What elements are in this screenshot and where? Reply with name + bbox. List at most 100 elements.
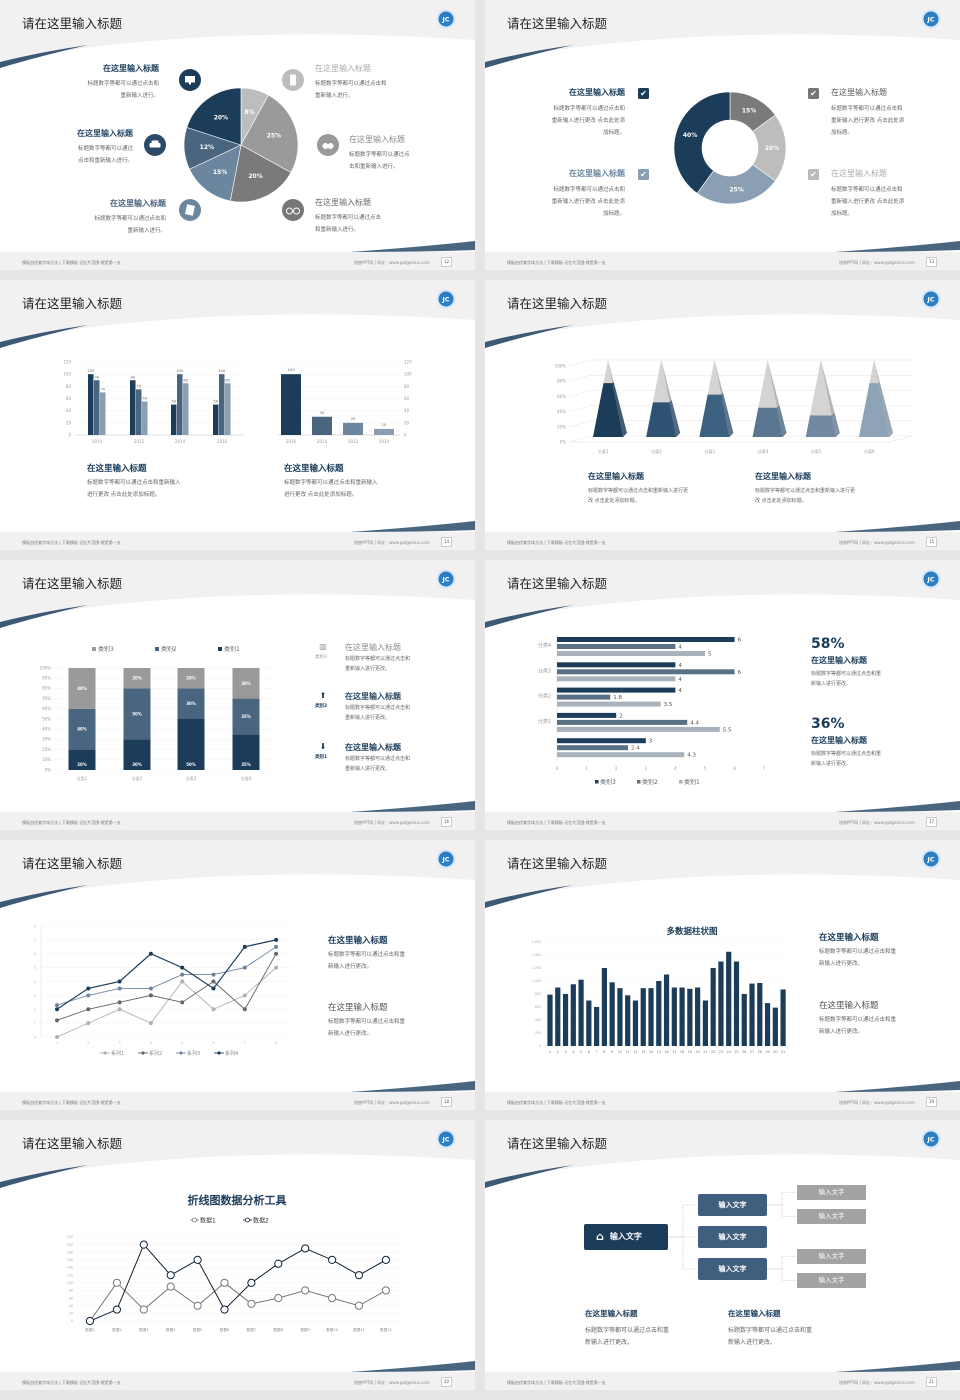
pie-slice-label: 25% bbox=[267, 132, 281, 139]
y-tick-label: 100% bbox=[555, 364, 567, 369]
footer-left: 模板由优美字体方法 | 下载模板-记忆片范围-就是第一支 bbox=[22, 820, 121, 825]
bar-value-label: 70 bbox=[100, 386, 105, 391]
logo-mark: JC bbox=[441, 856, 449, 864]
x-tick-label: 分类1 bbox=[77, 775, 88, 781]
block-body-line: 标题数字等都可以通过点击和重新输入进行更 bbox=[588, 488, 689, 494]
branch-node[interactable]: 输入文字 bbox=[698, 1226, 767, 1248]
slide-canvas: JC 0% 20% 40% 60% 80% 100% 分类1 分类2 分类3 分类4 分类5 分类6 bbox=[485, 289, 960, 532]
block-title: 在这里输入标题 bbox=[831, 88, 887, 97]
page-number: 12 bbox=[441, 257, 452, 267]
x-tick-label: 数据10 bbox=[326, 1327, 338, 1332]
root-node[interactable]: ⌂ 输入文字 bbox=[584, 1224, 668, 1250]
pyramid-bar bbox=[752, 407, 783, 437]
block-body-line: 标题数字等都可以通过点击和重 bbox=[585, 1327, 670, 1334]
x-tick-label: 31 bbox=[781, 1050, 785, 1054]
gridline bbox=[569, 374, 912, 382]
footer-swoosh bbox=[350, 241, 475, 252]
checkbox[interactable]: ✔ bbox=[808, 169, 819, 180]
block-title: 在这里输入标题 bbox=[328, 936, 388, 946]
bar bbox=[557, 669, 735, 675]
x-tick-label: 29 bbox=[765, 1050, 769, 1054]
block-title: 在这里输入标题 bbox=[110, 199, 166, 208]
pyramid-bar-side bbox=[721, 392, 734, 437]
x-tick-label: 13 bbox=[641, 1050, 645, 1054]
bar bbox=[562, 994, 569, 1046]
bar-value-label: 50 bbox=[213, 399, 218, 404]
leaf-node[interactable]: 输入文字 bbox=[797, 1185, 866, 1200]
block-body-line: 标题数字等都可以通过点击和 bbox=[553, 106, 625, 112]
bar-value-label: 4 bbox=[678, 663, 682, 669]
data-point bbox=[242, 1007, 247, 1012]
x-tick-label: 分类2 bbox=[132, 775, 143, 781]
block-body-line: 标题数字等都可以通过点击和重新输入 bbox=[284, 480, 378, 486]
block-body-line: 改 点击此处添加标题。 bbox=[755, 498, 807, 504]
bar bbox=[557, 745, 629, 751]
bar-value-label: 1.8 bbox=[613, 695, 622, 701]
bicycle-icon bbox=[286, 207, 293, 215]
y-tick-label: 100 bbox=[67, 1281, 73, 1285]
legend-label: 类别2 bbox=[642, 778, 658, 786]
block-title: 在这里输入标题 bbox=[328, 1003, 388, 1013]
data-point bbox=[193, 1255, 202, 1265]
block-body-line: 重新输入进行更改 点击此处添 bbox=[831, 118, 905, 124]
bar-value-label: 5 bbox=[708, 652, 712, 658]
leaf-node[interactable]: 输入文字 bbox=[797, 1209, 866, 1224]
branch-node[interactable]: 输入文字 bbox=[698, 1194, 767, 1216]
page-number: 21 bbox=[926, 1377, 937, 1387]
y-tick-label: 1,000 bbox=[532, 979, 541, 983]
slide-18: JC 0 1 2 3 4 5 6 7 8 1 2 3 4 5 6 7 8 系列1 系列2 系列3 系列4 请在这里输入标题模… bbox=[0, 840, 475, 1110]
data-point bbox=[220, 1305, 229, 1314]
book-icon bbox=[185, 204, 195, 216]
y-tick-label: 120 bbox=[63, 360, 71, 365]
block-body-line: 标题数字等都可以通过点击和重新输入进行更 bbox=[755, 488, 856, 494]
stacked-bar-segment bbox=[232, 668, 260, 699]
block-body-line: 标题数字等都可以通过点击和重 bbox=[819, 949, 897, 955]
footer-right: 锐普PPT网 | 网址：www.pptgenius.com bbox=[839, 1380, 915, 1385]
x-tick-label: 16 bbox=[664, 1050, 668, 1054]
footer-right: 锐普PPT网 | 网址：www.pptgenius.com bbox=[839, 540, 915, 545]
page-number: 20 bbox=[441, 1377, 452, 1387]
x-tick-label: 分类1 bbox=[598, 448, 609, 454]
bar bbox=[557, 694, 611, 700]
logo-mark: JC bbox=[926, 1136, 934, 1144]
bar-value-label: 30 bbox=[320, 410, 325, 415]
leaf-node[interactable]: 输入文字 bbox=[797, 1273, 866, 1288]
slide-14: JC 0 20 40 60 80 100 120 2010 100 90 70 2012 90 75 55 20… bbox=[0, 280, 475, 550]
stacked-bar-segment bbox=[68, 749, 96, 770]
bar bbox=[557, 712, 617, 718]
slide-body-background bbox=[0, 314, 475, 532]
leaf-node[interactable]: 输入文字 bbox=[797, 1249, 866, 1264]
icon-label: 类别2 bbox=[315, 704, 328, 709]
binoculars-icon bbox=[322, 143, 329, 149]
y-tick-label: 100 bbox=[63, 372, 71, 377]
slide-canvas: JC 0 20 40 60 80 100 120 140 160 180 200 220 数据1 数据2 数据… bbox=[0, 1129, 475, 1372]
branch-node[interactable]: 输入文字 bbox=[698, 1258, 767, 1280]
x-tick-label: 2010 bbox=[379, 439, 390, 444]
pie-slice bbox=[186, 87, 242, 146]
checkbox[interactable]: ✔ bbox=[808, 88, 819, 99]
checkbox[interactable]: ✔ bbox=[638, 169, 649, 180]
segment-label: 30% bbox=[132, 762, 142, 767]
legend-marker bbox=[141, 1051, 145, 1055]
y-tick-label: 6 bbox=[34, 952, 36, 956]
gridline bbox=[569, 435, 912, 443]
x-tick-label: 数据7 bbox=[247, 1327, 256, 1332]
legend-label: 类别2 bbox=[161, 645, 177, 653]
y-tick-label: 0 bbox=[34, 1035, 36, 1039]
block-title: 在这里输入标题 bbox=[569, 169, 625, 178]
x-tick-label: 2016 bbox=[217, 439, 228, 444]
bar bbox=[136, 389, 142, 435]
bar bbox=[557, 651, 705, 656]
checkbox[interactable]: ✔ bbox=[638, 88, 649, 99]
bar bbox=[726, 951, 732, 1046]
x-tick-label: 分类3 bbox=[186, 775, 197, 781]
data-point bbox=[148, 993, 153, 998]
footer-swoosh bbox=[350, 1361, 475, 1372]
bar bbox=[679, 987, 685, 1046]
x-tick-label: 1 bbox=[585, 766, 588, 771]
footer-swoosh bbox=[350, 801, 475, 812]
bar bbox=[374, 428, 394, 435]
footer-left: 模板由优美字体方法 | 下载模板-记忆片范围-就是第一支 bbox=[507, 540, 606, 545]
x-tick-label: 3 bbox=[645, 766, 648, 771]
data-point bbox=[301, 1286, 310, 1295]
